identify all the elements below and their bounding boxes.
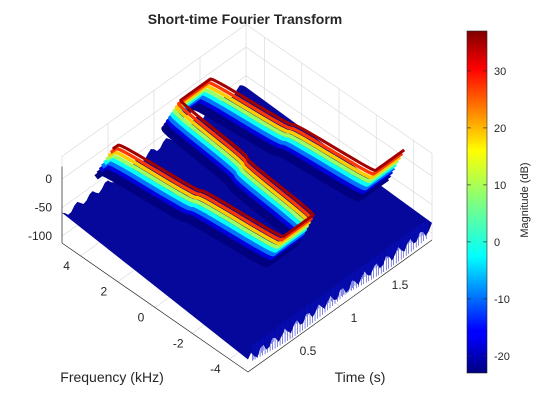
colorbar-tick-label: 10 (494, 180, 506, 192)
z-tick-label: -100 (28, 229, 52, 243)
y-tick-label: 4 (63, 259, 70, 273)
z-tick-labels: 0 -50 -100 (28, 172, 52, 243)
x-tick-labels: 0.5 1 1.5 (300, 278, 409, 358)
z-tick-label: 0 (45, 172, 52, 186)
x-tick-label: 0.5 (300, 344, 317, 358)
colorbar-tick-label: 20 (494, 123, 506, 135)
y-tick-label: -2 (173, 336, 184, 350)
colorbar-tick-label: -10 (494, 294, 510, 306)
y-tick-labels: 4 2 0 -2 -4 (63, 259, 221, 376)
colorbar-ticks: 30 20 10 0 -10 -20 (467, 66, 510, 363)
y-tick-label: 2 (100, 285, 107, 299)
colorbar-tick-label: 30 (494, 66, 506, 78)
x-axis-label: Time (s) (335, 369, 386, 385)
colorbar-tick-label: -20 (494, 351, 510, 363)
colorbar (466, 30, 488, 374)
y-tick-label: 0 (138, 311, 145, 325)
y-tick-label: -4 (210, 362, 221, 376)
x-tick-label: 1 (351, 311, 358, 325)
x-tick-label: 1.5 (392, 278, 409, 292)
colorbar-tick-label: 0 (494, 237, 500, 249)
ridge-layer (111, 77, 406, 238)
y-axis-label: Frequency (kHz) (60, 369, 163, 385)
z-tick-label: -50 (35, 201, 53, 215)
colorbar-label: Magnitude (dB) (519, 162, 531, 237)
chart-title: Short-time Fourier Transform (148, 11, 342, 27)
spectrogram-ridge (93, 77, 406, 268)
